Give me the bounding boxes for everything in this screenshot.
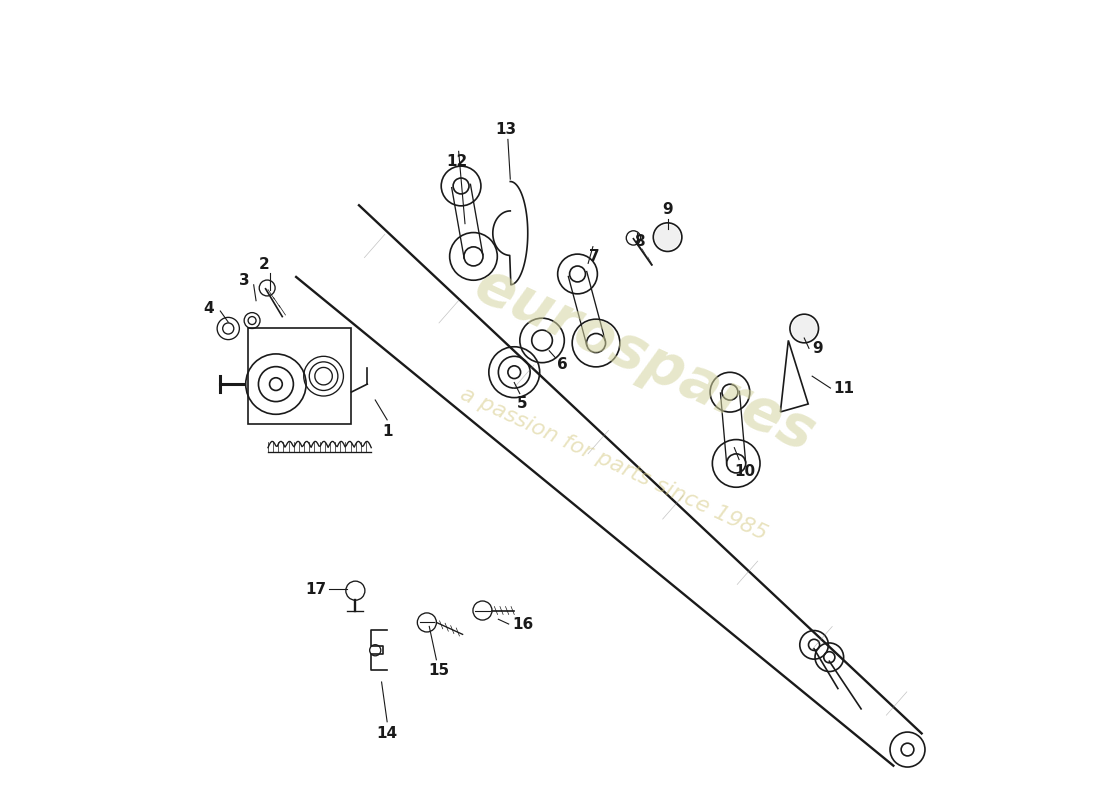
Text: 1: 1 bbox=[382, 424, 393, 439]
Circle shape bbox=[654, 225, 680, 250]
Text: 6: 6 bbox=[557, 357, 568, 372]
Text: 2: 2 bbox=[258, 258, 270, 273]
Text: 15: 15 bbox=[428, 662, 449, 678]
Text: 11: 11 bbox=[834, 381, 855, 395]
Text: 16: 16 bbox=[512, 617, 534, 631]
Text: 9: 9 bbox=[812, 341, 823, 356]
Text: 7: 7 bbox=[590, 250, 600, 265]
Text: 8: 8 bbox=[635, 234, 645, 249]
Text: 3: 3 bbox=[239, 274, 250, 288]
Text: eurospares: eurospares bbox=[466, 257, 825, 464]
Text: 14: 14 bbox=[376, 726, 398, 741]
Text: 5: 5 bbox=[517, 397, 528, 411]
Circle shape bbox=[792, 316, 817, 342]
Text: 12: 12 bbox=[447, 154, 468, 169]
Text: a passion for parts since 1985: a passion for parts since 1985 bbox=[456, 383, 770, 544]
Text: 13: 13 bbox=[496, 122, 517, 138]
Text: 10: 10 bbox=[734, 464, 756, 479]
Text: 4: 4 bbox=[204, 301, 213, 316]
Text: 17: 17 bbox=[305, 582, 326, 597]
Text: 9: 9 bbox=[662, 202, 673, 217]
